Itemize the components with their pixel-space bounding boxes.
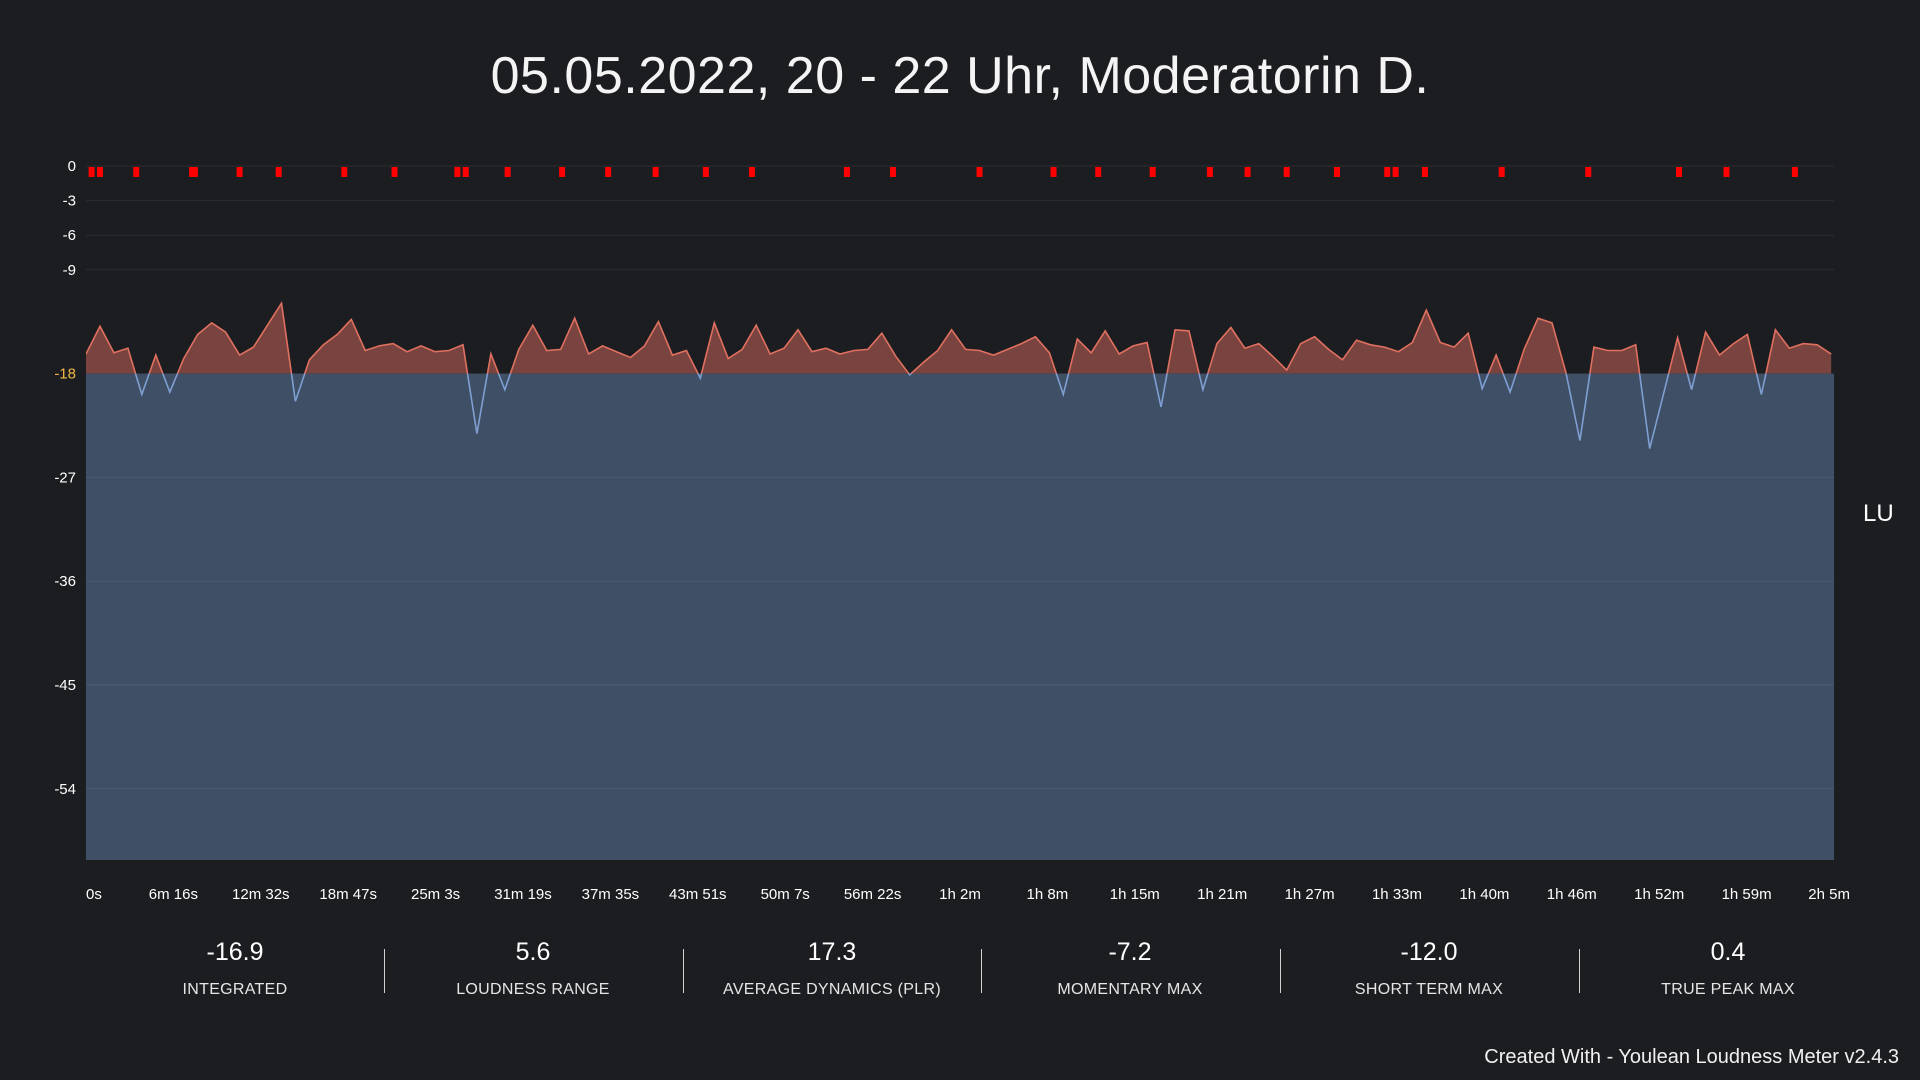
true-peak-marker (236, 167, 243, 177)
plot-fill-area (86, 373, 1834, 860)
true-peak-marker (976, 167, 983, 177)
stat-label: INTEGRATED (182, 981, 288, 998)
x-tick-label: 1h 52m (1634, 886, 1684, 903)
chart-title: 05.05.2022, 20 - 22 Uhr, Moderatorin D. (490, 47, 1430, 105)
y-axis-unit-label: LU (1863, 500, 1894, 527)
x-tick-label: 1h 8m (1027, 886, 1069, 903)
x-tick-label: 43m 51s (669, 886, 727, 903)
true-peak-marker (748, 167, 755, 177)
x-tick-label: 37m 35s (582, 886, 640, 903)
stat-value: -12.0 (1400, 938, 1458, 966)
true-peak-marker (1283, 167, 1290, 177)
stat-label: LOUDNESS RANGE (456, 981, 610, 998)
true-peak-marker (96, 167, 103, 177)
x-tick-label: 31m 19s (494, 886, 552, 903)
true-peak-marker (1791, 167, 1798, 177)
y-tick-label: -54 (54, 781, 76, 798)
stat-average-dynamics: 17.3 AVERAGE DYNAMICS (PLR) (683, 935, 981, 999)
stat-value: -7.2 (1108, 938, 1152, 966)
stat-divider (981, 949, 982, 993)
short-term-line-above (86, 300, 1832, 374)
stat-value: 5.6 (515, 938, 551, 966)
x-tick-label: 56m 22s (844, 886, 902, 903)
true-peak-marker (1333, 167, 1340, 177)
true-peak-marker (702, 167, 709, 177)
x-tick-label: 1h 2m (939, 886, 981, 903)
true-peak-marker (889, 167, 896, 177)
x-tick-label: 1h 59m (1722, 886, 1772, 903)
y-tick-label: -27 (54, 469, 76, 486)
x-tick-label: 2h 5m (1808, 886, 1850, 903)
true-peak-marker (1244, 167, 1251, 177)
stat-short-term-max: -12.0 SHORT TERM MAX (1280, 935, 1578, 999)
true-peak-marker (605, 167, 612, 177)
true-peak-marker (1050, 167, 1057, 177)
x-tick-label: 1h 15m (1110, 886, 1160, 903)
y-tick-label: 0 (68, 158, 76, 175)
x-tick-label: 1h 46m (1547, 886, 1597, 903)
stat-divider (1280, 949, 1281, 993)
y-tick-label: -45 (54, 677, 76, 694)
true-peak-marker (1149, 167, 1156, 177)
stat-label: TRUE PEAK MAX (1661, 981, 1795, 998)
x-tick-label: 1h 33m (1372, 886, 1422, 903)
x-tick-label: 6m 16s (149, 886, 198, 903)
true-peak-marker (1676, 167, 1683, 177)
footer-credit: Created With - Youlean Loudness Meter v2… (1484, 1046, 1899, 1068)
y-tick-label: -3 (63, 193, 76, 210)
stat-value: -16.9 (206, 938, 264, 966)
true-peak-marker (843, 167, 850, 177)
x-tick-label: 1h 40m (1459, 886, 1509, 903)
true-peak-marker (1392, 167, 1399, 177)
true-peak-marker (559, 167, 566, 177)
stat-value: 0.4 (1710, 938, 1746, 966)
true-peak-marker (275, 167, 282, 177)
x-tick-label: 0s (86, 886, 102, 903)
stat-value: 17.3 (807, 938, 857, 966)
stat-momentary-max: -7.2 MOMENTARY MAX (981, 935, 1279, 999)
stats-bar: -16.9 INTEGRATED 5.6 LOUDNESS RANGE 17.3… (86, 935, 1834, 1015)
true-peak-marker (133, 167, 140, 177)
x-tick-label: 1h 21m (1197, 886, 1247, 903)
stat-true-peak-max: 0.4 TRUE PEAK MAX (1579, 935, 1877, 999)
x-tick-label: 18m 47s (319, 886, 377, 903)
true-peak-marker (462, 167, 469, 177)
y-tick-label: -18 (54, 366, 76, 383)
stat-integrated: -16.9 INTEGRATED (86, 935, 384, 999)
y-tick-label: -9 (63, 262, 76, 279)
true-peak-marker (1206, 167, 1213, 177)
stat-loudness-range: 5.6 LOUDNESS RANGE (384, 935, 682, 999)
x-tick-label: 1h 27m (1285, 886, 1335, 903)
true-peak-marker (191, 167, 198, 177)
true-peak-marker (1723, 167, 1730, 177)
stat-label: MOMENTARY MAX (1057, 981, 1203, 998)
stat-label: AVERAGE DYNAMICS (PLR) (723, 981, 941, 998)
true-peak-marker (341, 167, 348, 177)
stat-divider (384, 949, 385, 993)
x-tick-label: 50m 7s (761, 886, 810, 903)
true-peak-marker (391, 167, 398, 177)
true-peak-marker (1498, 167, 1505, 177)
stat-divider (683, 949, 684, 993)
true-peak-marker (454, 167, 461, 177)
true-peak-marker (1095, 167, 1102, 177)
above-target-area (86, 303, 1832, 374)
y-tick-label: -36 (54, 573, 76, 590)
true-peak-marker (1585, 167, 1592, 177)
stat-label: SHORT TERM MAX (1354, 981, 1504, 998)
stat-divider (1579, 949, 1580, 993)
x-tick-label: 25m 3s (411, 886, 460, 903)
x-tick-label: 12m 32s (232, 886, 290, 903)
true-peak-marker (1384, 167, 1391, 177)
true-peak-marker (88, 167, 95, 177)
true-peak-marker (652, 167, 659, 177)
y-tick-label: -6 (63, 227, 76, 244)
true-peak-marker (1421, 167, 1428, 177)
true-peak-marker (504, 167, 511, 177)
